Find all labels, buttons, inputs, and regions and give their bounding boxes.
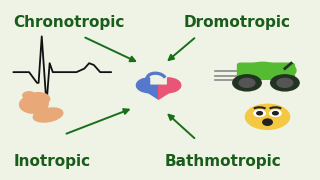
Polygon shape	[137, 85, 159, 99]
Text: Inotropic: Inotropic	[13, 154, 91, 169]
Wedge shape	[168, 78, 181, 93]
FancyBboxPatch shape	[237, 63, 294, 79]
Ellipse shape	[33, 108, 63, 122]
Ellipse shape	[280, 64, 296, 77]
Circle shape	[254, 110, 265, 116]
Ellipse shape	[250, 62, 276, 71]
Text: Bathmotropic: Bathmotropic	[165, 154, 282, 169]
Circle shape	[273, 112, 278, 115]
Ellipse shape	[263, 119, 272, 125]
Circle shape	[245, 104, 290, 129]
Ellipse shape	[20, 95, 48, 113]
Circle shape	[239, 78, 255, 87]
Polygon shape	[159, 85, 180, 99]
Circle shape	[270, 110, 281, 116]
Circle shape	[233, 75, 261, 91]
Text: Dromotropic: Dromotropic	[184, 15, 291, 30]
Wedge shape	[136, 78, 149, 93]
Circle shape	[257, 112, 262, 115]
Circle shape	[271, 75, 299, 91]
Text: Chronotropic: Chronotropic	[13, 15, 125, 30]
Ellipse shape	[28, 93, 50, 105]
Circle shape	[277, 78, 293, 87]
Ellipse shape	[23, 92, 36, 99]
